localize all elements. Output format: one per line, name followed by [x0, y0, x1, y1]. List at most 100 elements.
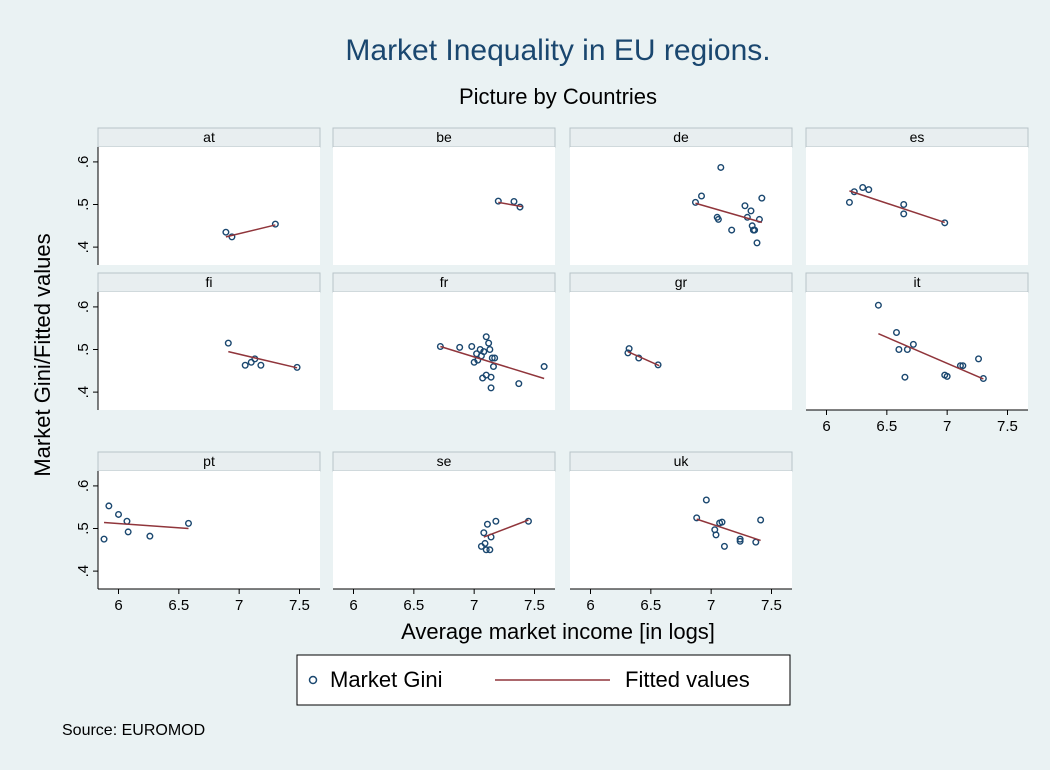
- data-point: [900, 210, 908, 218]
- plot-area: [98, 292, 320, 410]
- panel-title: se: [437, 453, 452, 469]
- x-tick-label: 7.5: [997, 418, 1018, 435]
- data-point: [224, 339, 232, 347]
- x-tick-label: 6.5: [640, 597, 661, 614]
- data-point: [874, 301, 882, 309]
- x-tick-label: 7: [235, 597, 243, 614]
- x-tick-label: 7.5: [289, 597, 310, 614]
- data-point: [712, 531, 720, 539]
- data-point: [257, 361, 265, 369]
- data-point: [718, 518, 726, 526]
- x-tick-label: 6: [822, 418, 830, 435]
- data-point: [540, 363, 548, 371]
- data-point: [975, 355, 983, 363]
- data-point: [691, 198, 699, 206]
- data-point: [491, 354, 499, 362]
- data-point: [184, 519, 192, 527]
- data-point: [714, 215, 722, 223]
- data-point: [481, 539, 489, 547]
- data-point: [492, 517, 500, 525]
- data-point: [487, 384, 495, 392]
- data-point: [105, 502, 113, 510]
- y-tick-label: .5: [75, 198, 92, 211]
- plot-area: [570, 471, 792, 589]
- panel-title: pt: [203, 453, 215, 469]
- y-tick-label: .4: [75, 565, 92, 578]
- panel-title: es: [910, 129, 925, 145]
- data-point: [516, 203, 524, 211]
- y-tick-label: .5: [75, 522, 92, 535]
- data-point: [753, 239, 761, 247]
- data-point: [468, 343, 476, 351]
- data-point: [757, 516, 765, 524]
- legend-label: Fitted values: [625, 667, 750, 692]
- data-point: [720, 542, 728, 550]
- data-point: [488, 354, 496, 362]
- panel-title: de: [673, 129, 689, 145]
- fit-line: [849, 190, 945, 224]
- panel-title: be: [436, 129, 452, 145]
- data-point: [241, 361, 249, 369]
- fit-line: [695, 202, 763, 224]
- panel-title: fi: [206, 274, 213, 290]
- plot-area: [98, 147, 320, 265]
- fit-line: [103, 521, 189, 530]
- data-point: [485, 339, 493, 347]
- data-point: [865, 186, 873, 194]
- data-point: [494, 197, 502, 205]
- data-point: [895, 346, 903, 354]
- data-point: [271, 220, 279, 228]
- data-point: [482, 546, 490, 554]
- x-tick-label: 6: [586, 597, 594, 614]
- x-tick-label: 7: [707, 597, 715, 614]
- x-tick-label: 7.5: [524, 597, 545, 614]
- data-point: [736, 537, 744, 545]
- fit-line: [440, 345, 545, 380]
- fit-line: [225, 224, 276, 238]
- data-point: [510, 198, 518, 206]
- x-tick-label: 6.5: [168, 597, 189, 614]
- y-tick-label: .6: [75, 301, 92, 314]
- legend-marker: [308, 675, 318, 685]
- data-point: [146, 532, 154, 540]
- fit-line: [228, 350, 298, 369]
- fit-line: [878, 333, 984, 380]
- panel-title: it: [914, 274, 921, 290]
- data-point: [698, 192, 706, 200]
- legend-label: Market Gini: [330, 667, 442, 692]
- x-tick-label: 6: [349, 597, 357, 614]
- data-point: [758, 194, 766, 202]
- data-point: [436, 343, 444, 351]
- plot-area: [333, 471, 555, 589]
- x-tick-label: 7: [470, 597, 478, 614]
- y-axis-label: Market Gini/Fitted values: [30, 233, 55, 476]
- data-point: [480, 529, 488, 537]
- data-point: [717, 163, 725, 171]
- data-point: [515, 380, 523, 388]
- data-point: [654, 361, 662, 369]
- data-point: [901, 373, 909, 381]
- panel-title: fr: [440, 274, 449, 290]
- data-point: [693, 514, 701, 522]
- panel-title: uk: [674, 453, 690, 469]
- data-point: [456, 343, 464, 351]
- data-point: [728, 226, 736, 234]
- data-point: [751, 226, 759, 234]
- data-point: [941, 219, 949, 227]
- panel-title: gr: [675, 274, 688, 290]
- x-axis-label: Average market income [in logs]: [401, 619, 715, 644]
- x-tick-label: 7: [943, 418, 951, 435]
- x-tick-label: 6.5: [403, 597, 424, 614]
- data-point: [487, 373, 495, 381]
- data-point: [247, 358, 255, 366]
- data-point: [228, 233, 236, 241]
- chart-subtitle: Picture by Countries: [459, 84, 657, 109]
- x-tick-label: 6.5: [876, 418, 897, 435]
- data-point: [124, 528, 132, 536]
- y-tick-label: .4: [75, 241, 92, 254]
- data-point: [892, 328, 900, 336]
- data-point: [909, 340, 917, 348]
- data-point: [100, 535, 108, 543]
- data-point: [489, 363, 497, 371]
